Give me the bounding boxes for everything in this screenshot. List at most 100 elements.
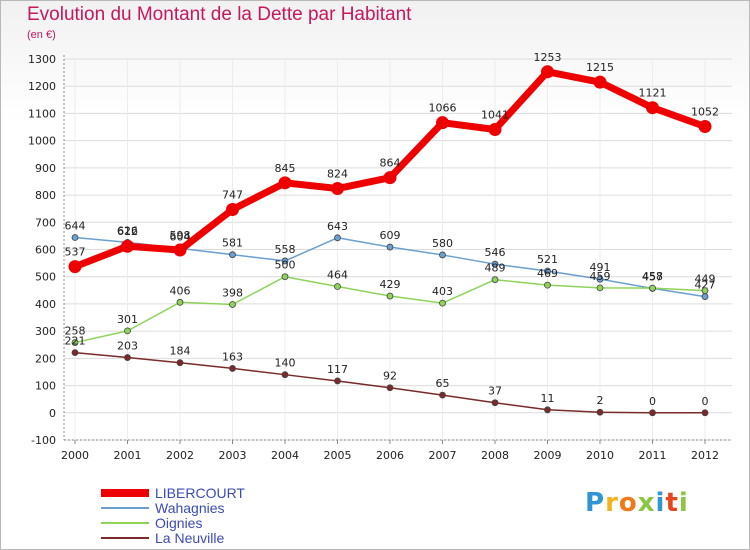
data-label: 163 xyxy=(222,350,243,363)
data-label: 184 xyxy=(170,345,191,358)
x-tick-label: 2004 xyxy=(271,449,299,462)
data-point xyxy=(698,119,712,133)
data-label: 0 xyxy=(649,395,656,408)
data-label: 558 xyxy=(275,243,296,256)
legend-label: La Neuville xyxy=(155,530,224,546)
data-label: 0 xyxy=(702,395,709,408)
data-point xyxy=(71,234,79,241)
data-point xyxy=(226,202,239,216)
legend-label: Oignies xyxy=(155,515,202,531)
data-label: 203 xyxy=(117,340,138,353)
x-tick-label: 2002 xyxy=(166,449,194,462)
data-point xyxy=(229,301,236,308)
data-point xyxy=(281,371,289,379)
data-label: 258 xyxy=(65,325,86,338)
data-point xyxy=(701,287,709,294)
data-label: 1253 xyxy=(534,51,562,64)
legend-label: Wahagnies xyxy=(155,500,225,516)
data-label: 598 xyxy=(170,229,191,242)
y-tick-label: 1000 xyxy=(28,135,56,148)
data-point xyxy=(593,75,607,89)
logo-letter: x xyxy=(637,488,656,518)
data-point xyxy=(383,171,397,185)
data-point xyxy=(229,251,236,259)
data-label: 491 xyxy=(590,261,611,274)
logo-letter: t xyxy=(665,488,679,518)
data-point xyxy=(701,409,709,417)
data-label: 301 xyxy=(117,313,138,326)
data-label: 2 xyxy=(597,394,604,407)
data-point xyxy=(488,122,502,136)
proxiti-logo: Proxiti xyxy=(585,488,689,518)
x-tick-label: 2000 xyxy=(61,449,89,462)
y-tick-label: 0 xyxy=(49,407,56,420)
data-label: 1052 xyxy=(691,105,719,118)
y-tick-label: 200 xyxy=(35,352,56,365)
x-tick-label: 2003 xyxy=(219,449,247,462)
x-tick-label: 2006 xyxy=(376,449,404,462)
data-label: 65 xyxy=(436,377,450,390)
data-point xyxy=(386,243,394,251)
x-tick-label: 2010 xyxy=(586,449,614,462)
data-label: 117 xyxy=(327,363,348,376)
y-tick-label: 1200 xyxy=(28,80,56,93)
y-tick-label: -100 xyxy=(31,434,56,447)
data-point xyxy=(124,327,131,335)
data-label: 398 xyxy=(222,286,243,299)
data-point xyxy=(334,377,341,385)
data-label: 521 xyxy=(537,253,558,266)
data-point xyxy=(331,182,344,196)
data-label: 609 xyxy=(380,229,401,242)
data-point xyxy=(334,283,341,290)
x-tick-label: 2009 xyxy=(534,449,562,462)
data-label: 464 xyxy=(327,269,348,282)
y-tick-label: 400 xyxy=(35,298,56,311)
data-label: 1041 xyxy=(481,108,509,121)
data-label: 546 xyxy=(485,246,506,259)
data-point xyxy=(176,298,184,306)
logo-letter: o xyxy=(618,488,638,518)
data-label: 604 xyxy=(170,230,191,243)
x-tick-label: 2005 xyxy=(324,449,352,462)
data-point xyxy=(541,65,554,79)
data-point xyxy=(278,176,292,190)
data-label: 1066 xyxy=(429,102,457,115)
chart-subtitle: (en €) xyxy=(27,29,56,41)
x-tick-label: 2008 xyxy=(481,449,509,462)
data-label: 643 xyxy=(327,220,348,233)
x-tick-label: 2001 xyxy=(114,449,142,462)
data-point xyxy=(436,116,449,130)
data-label: 580 xyxy=(432,237,453,250)
data-label: 458 xyxy=(642,270,663,283)
data-label: 427 xyxy=(695,279,716,292)
data-label: 459 xyxy=(590,270,611,283)
data-point xyxy=(701,293,709,300)
data-point xyxy=(71,339,79,346)
y-tick-label: 1300 xyxy=(28,53,56,66)
data-point xyxy=(596,275,604,283)
data-point xyxy=(176,359,184,367)
data-label: 581 xyxy=(222,237,243,250)
data-point xyxy=(491,276,499,284)
y-tick-label: 100 xyxy=(35,380,56,393)
y-tick-label: 600 xyxy=(35,244,56,257)
data-label: 140 xyxy=(275,357,296,370)
data-point xyxy=(334,234,341,242)
data-label: 403 xyxy=(432,285,453,298)
data-point xyxy=(544,406,551,414)
data-point xyxy=(386,384,394,392)
data-label: 469 xyxy=(537,267,558,280)
data-point xyxy=(386,292,394,300)
y-tick-label: 500 xyxy=(35,271,56,284)
data-label: 457 xyxy=(642,270,663,283)
logo-letter: i xyxy=(655,488,666,518)
data-label: 449 xyxy=(695,273,716,286)
legend-label: LIBERCOURT xyxy=(155,485,245,501)
data-label: 406 xyxy=(170,284,191,297)
data-point xyxy=(124,354,131,361)
data-point xyxy=(439,299,446,307)
data-point xyxy=(646,101,659,115)
data-point xyxy=(68,260,82,274)
logo-letter: P xyxy=(585,488,606,518)
data-point xyxy=(229,365,236,372)
